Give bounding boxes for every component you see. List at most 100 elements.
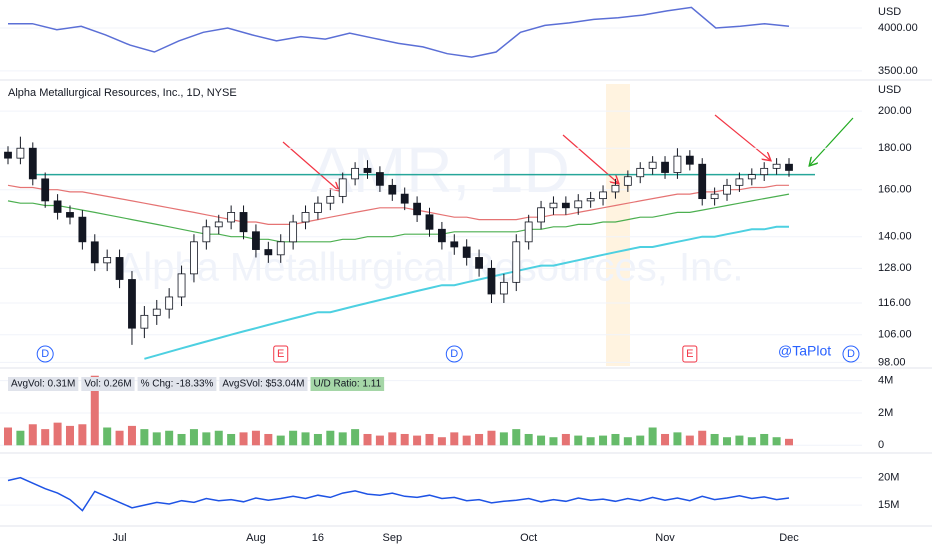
candle-body [351,167,360,180]
candle-body [16,147,25,159]
y-tick-label: 180.00 [878,142,912,154]
volume-bar [351,429,360,446]
volume-bar [760,433,769,446]
candle-body [301,212,310,223]
x-tick-label: Sep [383,532,403,544]
volume-bar [251,430,260,446]
candle-body [599,191,607,200]
volume-bar [326,430,335,446]
volume-bar [611,433,620,446]
y-tick-label: 200.00 [878,105,912,117]
event-marker [445,345,463,363]
volume-bar [363,433,372,446]
event-label: E [277,348,284,360]
candle-body [760,167,769,176]
volume-bar [276,435,285,446]
moving-average [7,193,790,243]
volume-bar [375,435,384,446]
volume-bar [301,432,310,446]
volume-bar [177,433,186,446]
candle-body [227,212,236,223]
volume-bar [239,432,248,446]
volume-bar [661,433,670,446]
volume-bar [289,430,298,446]
arrow [282,141,338,190]
signature: @TaPlot [778,343,831,359]
volume-bar [450,432,459,446]
candle-body [661,161,669,173]
volume-bar [189,429,198,446]
volume-bar [735,435,744,446]
candle-body [636,167,645,178]
candle-body [611,184,620,193]
volume-bar [264,433,273,446]
event-label: E [686,348,693,360]
candle-body [28,147,37,180]
candle-body [152,308,161,316]
volume-bar [537,435,546,446]
stat-label: Vol: 0.26M [84,379,131,390]
volume-bar [561,433,570,446]
candle-body [561,202,570,209]
candle-body [425,214,434,230]
y-tick-label: 98.00 [878,356,906,368]
chart-title: Alpha Metallurgical Resources, Inc., 1D,… [8,87,237,99]
stat-label: U/D Ratio: 1.11 [314,379,382,390]
volume-bar [772,437,781,446]
volume-bar [78,424,87,446]
volume-bar [165,430,174,446]
volume-bar [53,422,62,446]
candle-body [524,221,533,243]
volume-bar [41,429,50,446]
x-tick-label: 16 [312,532,324,544]
unit-label: USD [878,84,901,96]
candle-body [128,279,136,329]
candle-body [475,257,483,269]
candle-body [698,163,707,200]
x-tick-label: Nov [655,532,675,544]
arrow [714,114,770,160]
candle-body [772,163,781,169]
candle-body [289,221,298,243]
line [8,6,790,58]
volume-bar [214,430,223,446]
y-tick-label: 15M [878,499,899,511]
x-tick-label: Oct [520,532,537,544]
event-marker [682,345,698,363]
candle-body [264,249,273,256]
y-tick-label: 0 [878,439,884,451]
moving-average [7,184,789,225]
candle-body [338,178,347,197]
volume-bar [524,433,533,446]
y-tick-label: 2M [878,407,893,419]
y-tick-label: 106.00 [878,329,912,341]
y-tick-label: 4000.00 [878,22,918,34]
candle-body [586,198,595,202]
stat-box [137,377,217,391]
volume-bar [574,435,583,446]
moving-average [144,225,789,360]
stat-box [219,377,308,391]
y-tick-label: 128.00 [878,262,912,274]
volume-bar [586,437,595,446]
volume-bar [4,427,12,446]
watermark: AMR, 1D [310,134,570,206]
candle-body [115,257,124,280]
y-tick-label: 4M [878,374,893,386]
candle-body [648,161,657,169]
candle-body [165,296,174,310]
volume-bar [437,437,446,446]
volume-bar [103,427,112,446]
candle-body [574,200,583,209]
event-label: D [847,348,855,360]
candle-body [623,176,632,186]
volume-bar [115,430,124,446]
volume-bar [636,435,645,446]
candle-body [252,231,260,250]
volume-bar [338,432,347,446]
volume-bar [140,429,149,446]
stat-label: AvgSVol: $53.04M [222,379,304,390]
candle-body [499,281,508,295]
